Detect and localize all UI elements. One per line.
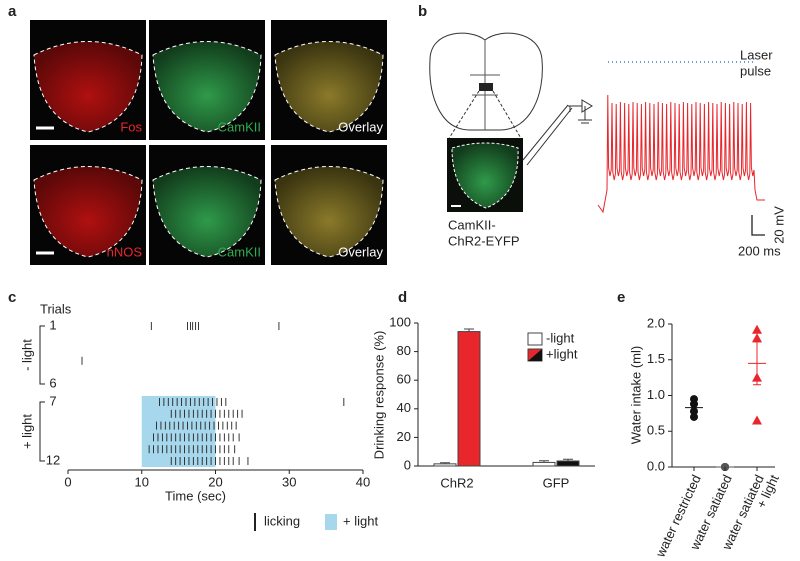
- legend-label: -light: [546, 330, 575, 345]
- panel-label: c: [8, 289, 16, 306]
- y-tick-label: 1.5: [647, 351, 665, 366]
- legend-label: + light: [343, 513, 378, 528]
- group-label: + light: [19, 414, 34, 449]
- stain-label: Overlay: [338, 244, 383, 259]
- bar: [532, 461, 556, 467]
- y-tick-label: 0.5: [647, 423, 665, 438]
- legend-swatch-half: [528, 349, 542, 361]
- x-tick-label: GFP: [543, 475, 570, 490]
- x-label: Time (sec): [165, 488, 226, 503]
- y-tick-label: 80: [397, 343, 411, 358]
- light-window: [141, 396, 216, 467]
- panel-label: e: [617, 289, 625, 306]
- x-tick-label: 20: [208, 474, 222, 489]
- tissue-region: [274, 166, 384, 258]
- trial-label: 12: [46, 452, 60, 467]
- trial-label: 6: [49, 375, 56, 390]
- legend-light: [325, 514, 337, 530]
- point: [690, 412, 698, 421]
- bar: [457, 331, 481, 467]
- trial-label: 7: [49, 393, 56, 408]
- inset-label: CamKII-: [448, 217, 496, 232]
- y-title: Trials: [40, 301, 72, 316]
- tissue-region: [33, 166, 143, 258]
- y-tick-label: 100: [389, 314, 411, 329]
- y-tick-label: 0: [404, 457, 411, 472]
- error-bar: [539, 460, 549, 463]
- y-tick-label: 60: [397, 372, 411, 387]
- y-label: Water intake (ml): [628, 346, 643, 444]
- panel-label: b: [418, 3, 427, 20]
- laser-label: Laser: [740, 47, 773, 62]
- brain-outline: [429, 32, 543, 131]
- layout: [429, 32, 765, 236]
- roi-box: [479, 83, 493, 91]
- zoom-line: [447, 90, 480, 141]
- stain-label: CamKII: [218, 119, 261, 134]
- y-tick-label: 1.0: [647, 387, 665, 402]
- x-tick-label: 10: [135, 474, 149, 489]
- error-bar: [464, 328, 474, 332]
- stain-label: Overlay: [338, 119, 383, 134]
- zoom-line: [492, 90, 523, 141]
- stain-label: Fos: [120, 119, 142, 134]
- x-tick-label: ChR2: [440, 475, 473, 490]
- x-tick-label: 40: [356, 474, 370, 489]
- error-bar: [440, 462, 450, 464]
- panel-label: d: [398, 289, 407, 306]
- trace-scale: [751, 215, 765, 236]
- scale-time: 200 ms: [738, 243, 781, 258]
- amplifier: [568, 99, 593, 124]
- legend-label: +light: [546, 346, 578, 361]
- y-tick-label: 0.0: [647, 458, 665, 473]
- inset-label: ChR2-EYFP: [448, 233, 520, 248]
- group-bracket: [39, 325, 45, 385]
- group-bracket: [39, 401, 45, 462]
- point: [752, 415, 762, 425]
- group-label: - light: [19, 339, 34, 371]
- stain-label: nNOS: [107, 244, 143, 259]
- y-tick-label: 40: [397, 400, 411, 415]
- tissue-region: [33, 41, 143, 133]
- y-label: Drinking response (%): [371, 331, 386, 460]
- laser-label: pulse: [740, 63, 771, 78]
- stain-label: CamKII: [218, 244, 261, 259]
- trial-label: 1: [49, 317, 56, 332]
- point: [752, 324, 762, 334]
- error-bar: [690, 402, 698, 413]
- electrode: [522, 104, 573, 166]
- tissue-region: [274, 41, 384, 133]
- voltage-trace: [597, 94, 765, 214]
- tissue-region: [152, 166, 262, 258]
- legend-label: licking: [264, 513, 300, 528]
- point: [752, 333, 762, 343]
- scale-voltage: 20 mV: [771, 206, 786, 244]
- y-tick-label: 20: [397, 429, 411, 444]
- inset-region: [451, 142, 519, 209]
- legend-swatch: [527, 332, 543, 346]
- bar: [433, 463, 457, 467]
- x-tick-label: 30: [282, 474, 296, 489]
- bar: [556, 460, 580, 467]
- x-tick-label: 0: [64, 474, 71, 489]
- y-tick-label: 2.0: [647, 315, 665, 330]
- panel-label: a: [8, 3, 17, 20]
- error-bar: [753, 341, 761, 386]
- tissue-region: [152, 41, 262, 133]
- error-bar: [563, 458, 573, 461]
